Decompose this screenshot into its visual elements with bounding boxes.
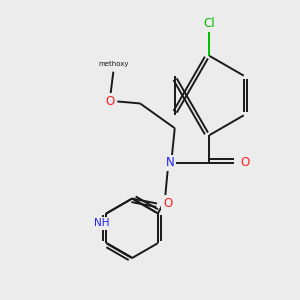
Text: O: O xyxy=(106,95,115,108)
Text: O: O xyxy=(241,156,250,170)
Text: Cl: Cl xyxy=(204,17,215,30)
Text: methoxy: methoxy xyxy=(98,61,129,67)
Text: NH: NH xyxy=(94,218,109,228)
Text: O: O xyxy=(163,197,172,210)
Text: N: N xyxy=(165,156,174,170)
